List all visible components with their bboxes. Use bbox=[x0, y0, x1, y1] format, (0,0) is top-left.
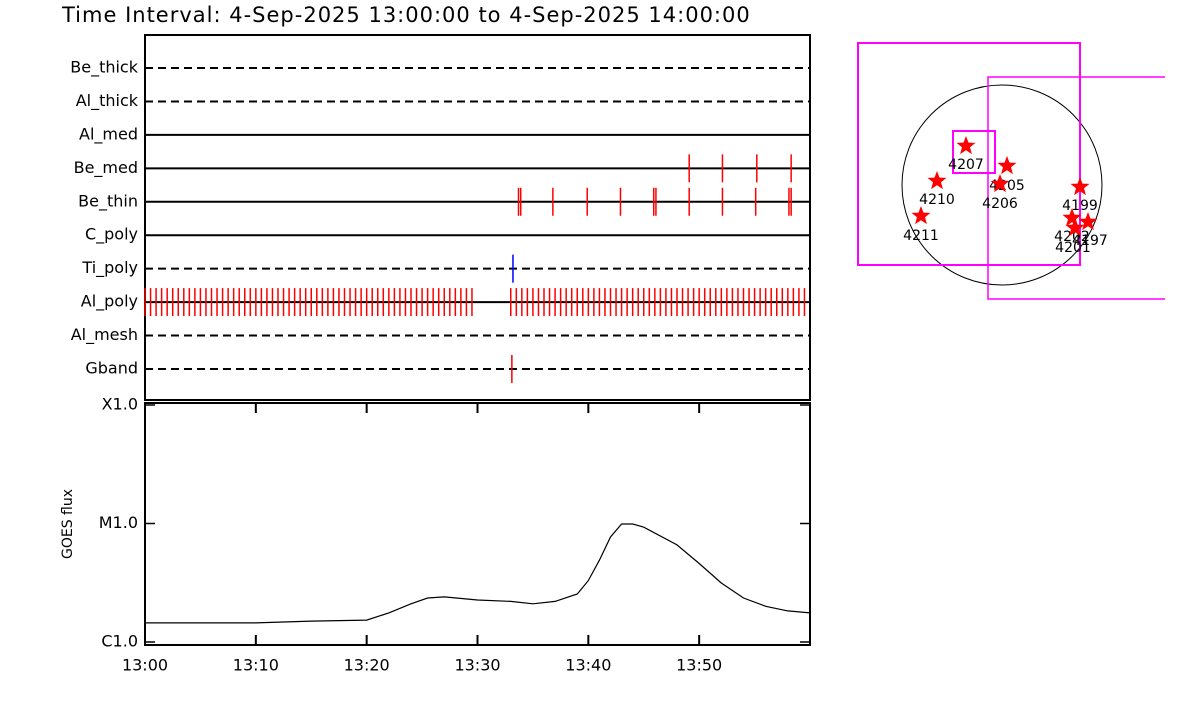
fov-box bbox=[987, 76, 1165, 300]
region-star bbox=[911, 206, 931, 225]
row-label: Al_med bbox=[79, 124, 138, 144]
x-tick-label: 13:40 bbox=[565, 656, 611, 675]
row-label: Be_thin bbox=[78, 191, 138, 211]
x-tick-label: 13:00 bbox=[122, 656, 168, 675]
row-label: Be_thick bbox=[70, 58, 138, 78]
row-label: Al_thick bbox=[76, 91, 139, 111]
region-star bbox=[1078, 212, 1098, 231]
timeline-frame bbox=[144, 34, 811, 401]
region-label: 4202 bbox=[1054, 229, 1090, 245]
region-label: 4201 bbox=[1055, 240, 1091, 256]
region-star bbox=[1070, 177, 1090, 196]
title: Time Interval: 4-Sep-2025 13:00:00 to 4-… bbox=[61, 3, 751, 27]
region-star bbox=[927, 171, 947, 190]
row-label: Ti_poly bbox=[81, 258, 138, 278]
region-label: 4207 bbox=[948, 157, 984, 173]
fov-box bbox=[952, 130, 996, 174]
region-label: 4197 bbox=[1072, 233, 1108, 249]
y-axis-label: GOES flux bbox=[60, 489, 76, 559]
row-label: Gband bbox=[85, 358, 138, 377]
row-label: Al_mesh bbox=[71, 325, 138, 345]
region-label: 4199 bbox=[1062, 198, 1098, 214]
x-tick-label: 13:30 bbox=[454, 656, 500, 675]
fov-box bbox=[857, 42, 1081, 266]
goes-frame bbox=[144, 402, 811, 646]
region-star bbox=[1065, 218, 1085, 237]
y-tick-label: X1.0 bbox=[102, 395, 138, 414]
row-label: Al_poly bbox=[81, 292, 138, 312]
y-tick-label: C1.0 bbox=[101, 632, 138, 651]
x-tick-label: 13:10 bbox=[233, 656, 279, 675]
row-label: Be_med bbox=[74, 158, 138, 178]
region-star bbox=[990, 174, 1010, 193]
y-tick-label: M1.0 bbox=[99, 513, 138, 532]
region-label: 4210 bbox=[919, 192, 955, 208]
solar-disk bbox=[901, 84, 1103, 286]
region-star bbox=[1062, 208, 1082, 227]
region-label: 4206 bbox=[982, 196, 1018, 212]
region-star bbox=[956, 136, 976, 155]
region-star bbox=[997, 156, 1017, 175]
goes-curve bbox=[145, 523, 811, 624]
region-label: 4211 bbox=[903, 228, 939, 244]
x-tick-label: 13:50 bbox=[676, 656, 722, 675]
x-tick-label: 13:20 bbox=[344, 656, 390, 675]
row-label: C_poly bbox=[85, 225, 138, 245]
